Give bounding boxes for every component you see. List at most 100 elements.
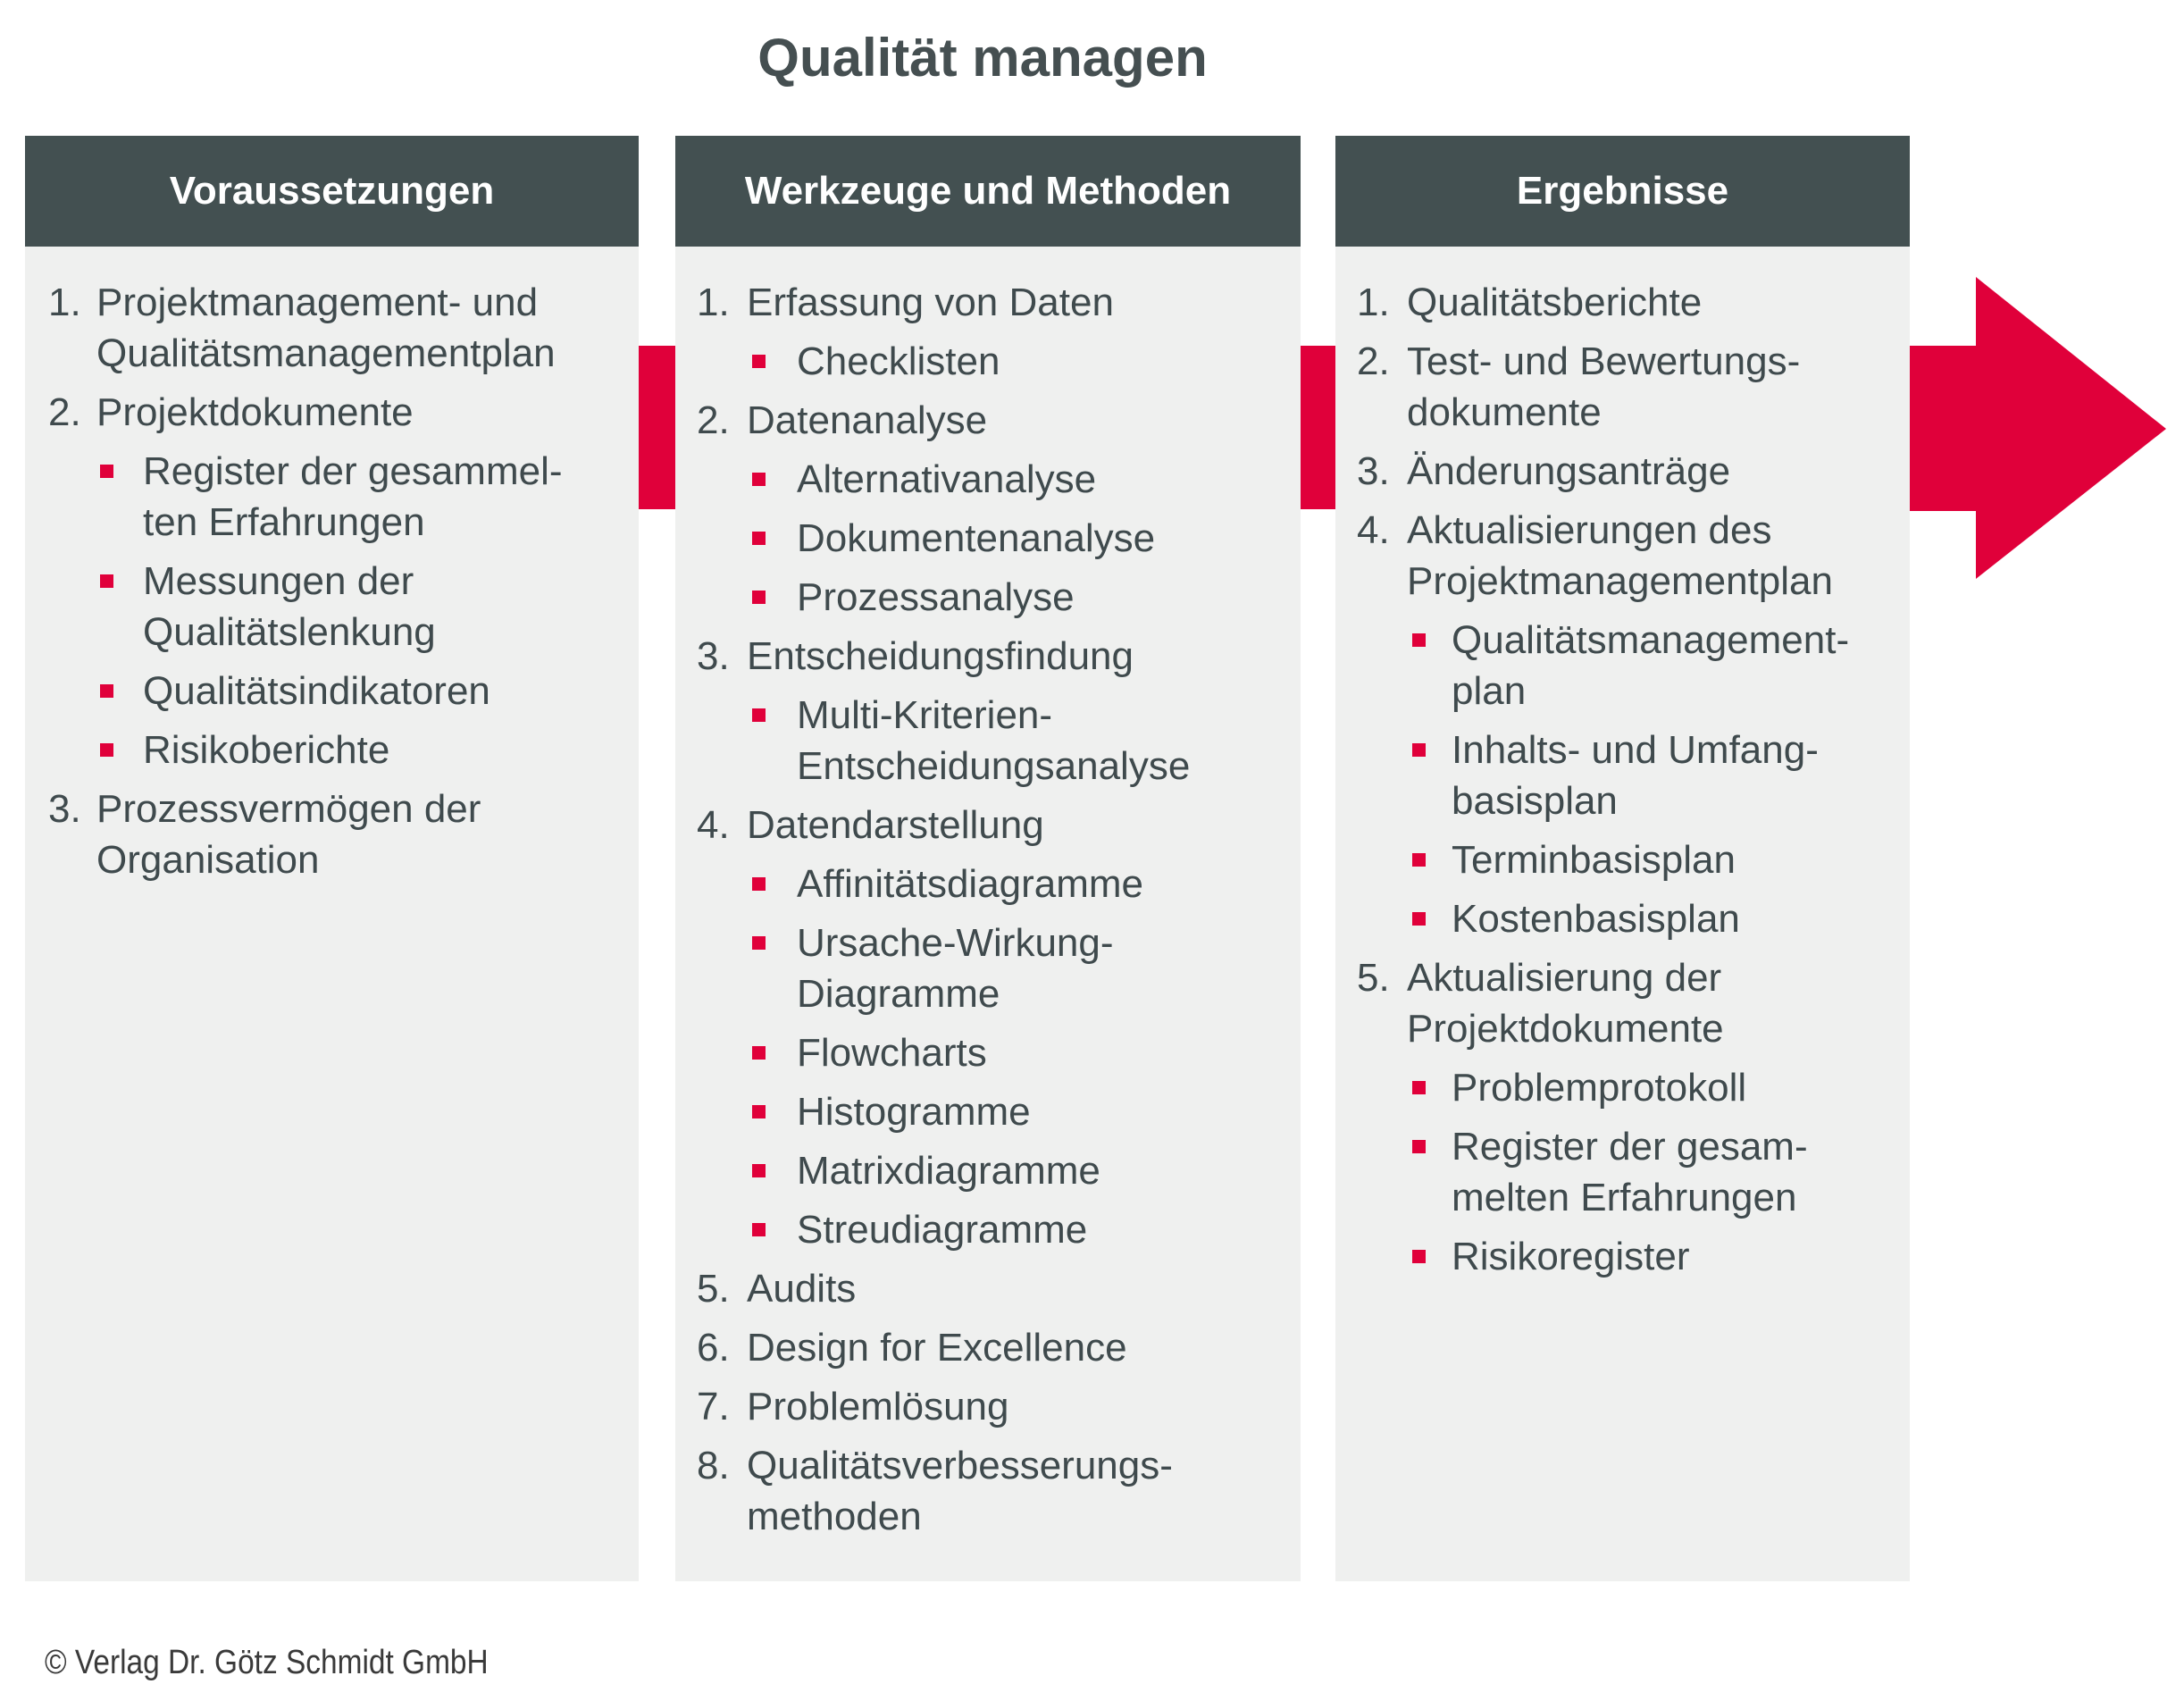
item-text: Audits — [747, 1267, 857, 1311]
list-item: 1. Erfassung von Daten — [675, 277, 1301, 328]
sub-item-text: ten Erfahrungen — [143, 500, 425, 544]
sub-list-item: Inhalts- und Umfang-basisplan — [1335, 725, 1910, 826]
process-arrow-icon — [1910, 277, 2166, 579]
column-ergebnisse: Ergebnisse 1. Qualitätsberichte 2. Test- un… — [1335, 136, 1910, 1581]
square-bullet-icon — [752, 532, 766, 545]
square-bullet-icon — [752, 1105, 766, 1118]
square-bullet-icon — [1412, 1250, 1426, 1263]
square-bullet-icon — [752, 877, 766, 891]
sub-list-item: Register der gesam-melten Erfahrungen — [1335, 1121, 1910, 1223]
sub-item-text: Affinitätsdiagramme — [797, 862, 1144, 906]
sub-item-text: Messungen der — [143, 559, 414, 603]
list-item: 8. Qualitätsverbesserungs-methoden — [675, 1440, 1301, 1542]
list-item: 5. Audits — [675, 1263, 1301, 1314]
sub-list-item: Multi-Kriterien- Entscheidungsanalyse — [675, 690, 1301, 792]
sub-item-text: Risikoregister — [1452, 1235, 1690, 1278]
sub-list-item: Prozessanalyse — [675, 572, 1301, 623]
sub-item-text: Qualitätslenkung — [143, 610, 436, 654]
page-title: Qualität managen — [757, 28, 1208, 88]
sub-item-text: Kostenbasisplan — [1452, 897, 1740, 941]
sub-list-item: Dokumentenanalyse — [675, 513, 1301, 564]
item-number: 1. — [48, 281, 81, 324]
sub-list-item: Register der gesammel-ten Erfahrungen — [25, 446, 639, 548]
sub-list-item: Terminbasisplan — [1335, 834, 1910, 885]
square-bullet-icon — [752, 473, 766, 486]
list-item: 3. Änderungsanträge — [1335, 446, 1910, 497]
sub-list-item: Risikoberichte — [25, 725, 639, 775]
square-bullet-icon — [752, 1046, 766, 1060]
column-header: Werkzeuge und Methoden — [675, 136, 1301, 247]
square-bullet-icon — [1412, 743, 1426, 757]
item-text: Änderungsanträge — [1407, 449, 1731, 493]
item-text: Datenanalyse — [747, 398, 988, 442]
sub-list-item: Alternativanalyse — [675, 454, 1301, 505]
item-number: 4. — [1357, 508, 1390, 552]
list-item: 2. Datenanalyse — [675, 395, 1301, 446]
square-bullet-icon — [752, 1223, 766, 1236]
item-text: Qualitätsberichte — [1407, 281, 1703, 324]
square-bullet-icon — [752, 591, 766, 604]
list-item: 4. Aktualisierungen des Projektmanagementp… — [1335, 505, 1910, 607]
square-bullet-icon — [1412, 1140, 1426, 1153]
list-item: 1. Qualitätsberichte — [1335, 277, 1910, 328]
list-item: 7. Problemlösung — [675, 1381, 1301, 1432]
list-item: 5. Aktualisierung der Projektdokumente — [1335, 952, 1910, 1054]
list-item: 4. Datendarstellung — [675, 800, 1301, 850]
sub-list-item: Histogramme — [675, 1086, 1301, 1137]
sub-list-item: Streudiagramme — [675, 1204, 1301, 1255]
sub-item-text: Qualitätsmanagement- — [1452, 618, 1850, 662]
item-text: Datendarstellung — [747, 803, 1044, 847]
square-bullet-icon — [100, 574, 113, 588]
item-text: Test- und Bewertungs- — [1407, 339, 1801, 383]
item-text: Qualitätsverbesserungs- — [747, 1444, 1173, 1487]
list-item: 2. Test- und Bewertungs-dokumente — [1335, 336, 1910, 438]
sub-item-text: basisplan — [1452, 779, 1618, 823]
item-number: 2. — [48, 390, 81, 434]
sub-item-text: Alternativanalyse — [797, 457, 1097, 501]
square-bullet-icon — [100, 743, 113, 757]
sub-list-item: Affinitätsdiagramme — [675, 859, 1301, 909]
item-text: Organisation — [96, 838, 320, 882]
column-list: 1. Erfassung von Daten Checklisten 2. Datena… — [675, 247, 1301, 1542]
item-number: 1. — [697, 281, 730, 324]
square-bullet-icon — [752, 936, 766, 950]
column-werkzeuge-und-methoden: Werkzeuge und Methoden 1. Erfassung von D… — [675, 136, 1301, 1581]
item-text: Design for Excellence — [747, 1326, 1127, 1370]
sub-list-item: Qualitätsmanagement-plan — [1335, 615, 1910, 716]
item-number: 5. — [1357, 956, 1390, 1000]
item-text: Projektmanagement- und — [96, 281, 539, 324]
column-list: 1. Projektmanagement- und Qualitätsmanagem… — [25, 247, 639, 885]
square-bullet-icon — [1412, 1081, 1426, 1094]
copyright-footer: © Verlag Dr. Götz Schmidt GmbH — [45, 1644, 489, 1681]
item-text: Projektmanagementplan — [1407, 559, 1833, 603]
connector-bar-2 — [1301, 346, 1335, 509]
square-bullet-icon — [752, 708, 766, 722]
sub-item-text: Streudiagramme — [797, 1208, 1088, 1252]
sub-list-item: Qualitätsindikatoren — [25, 666, 639, 716]
sub-item-text: Flowcharts — [797, 1031, 987, 1075]
item-text: Aktualisierungen des — [1407, 508, 1772, 552]
item-number: 4. — [697, 803, 730, 847]
item-text: methoden — [747, 1495, 922, 1538]
sub-item-text: Diagramme — [797, 972, 1000, 1016]
sub-item-text: plan — [1452, 669, 1527, 713]
sub-item-text: Multi-Kriterien- — [797, 693, 1053, 737]
item-text: Aktualisierung der — [1407, 956, 1722, 1000]
sub-list-item: Messungen der Qualitätslenkung — [25, 556, 639, 658]
item-text: Projektdokumente — [1407, 1007, 1724, 1051]
item-text: dokumente — [1407, 390, 1602, 434]
square-bullet-icon — [100, 465, 113, 478]
square-bullet-icon — [1412, 912, 1426, 926]
sub-list-item: Checklisten — [675, 336, 1301, 387]
column-header: Voraussetzungen — [25, 136, 639, 247]
sub-list-item: Matrixdiagramme — [675, 1145, 1301, 1196]
sub-list-item: Kostenbasisplan — [1335, 893, 1910, 944]
item-text: Erfassung von Daten — [747, 281, 1114, 324]
item-number: 6. — [697, 1326, 730, 1370]
connector-bar-1 — [639, 346, 675, 509]
sub-list-item: Flowcharts — [675, 1027, 1301, 1078]
sub-item-text: Terminbasisplan — [1452, 838, 1736, 882]
square-bullet-icon — [1412, 633, 1426, 647]
sub-list-item: Ursache-Wirkung- Diagramme — [675, 917, 1301, 1019]
column-voraussetzungen: Voraussetzungen 1. Projektmanagement- und… — [25, 136, 639, 1581]
